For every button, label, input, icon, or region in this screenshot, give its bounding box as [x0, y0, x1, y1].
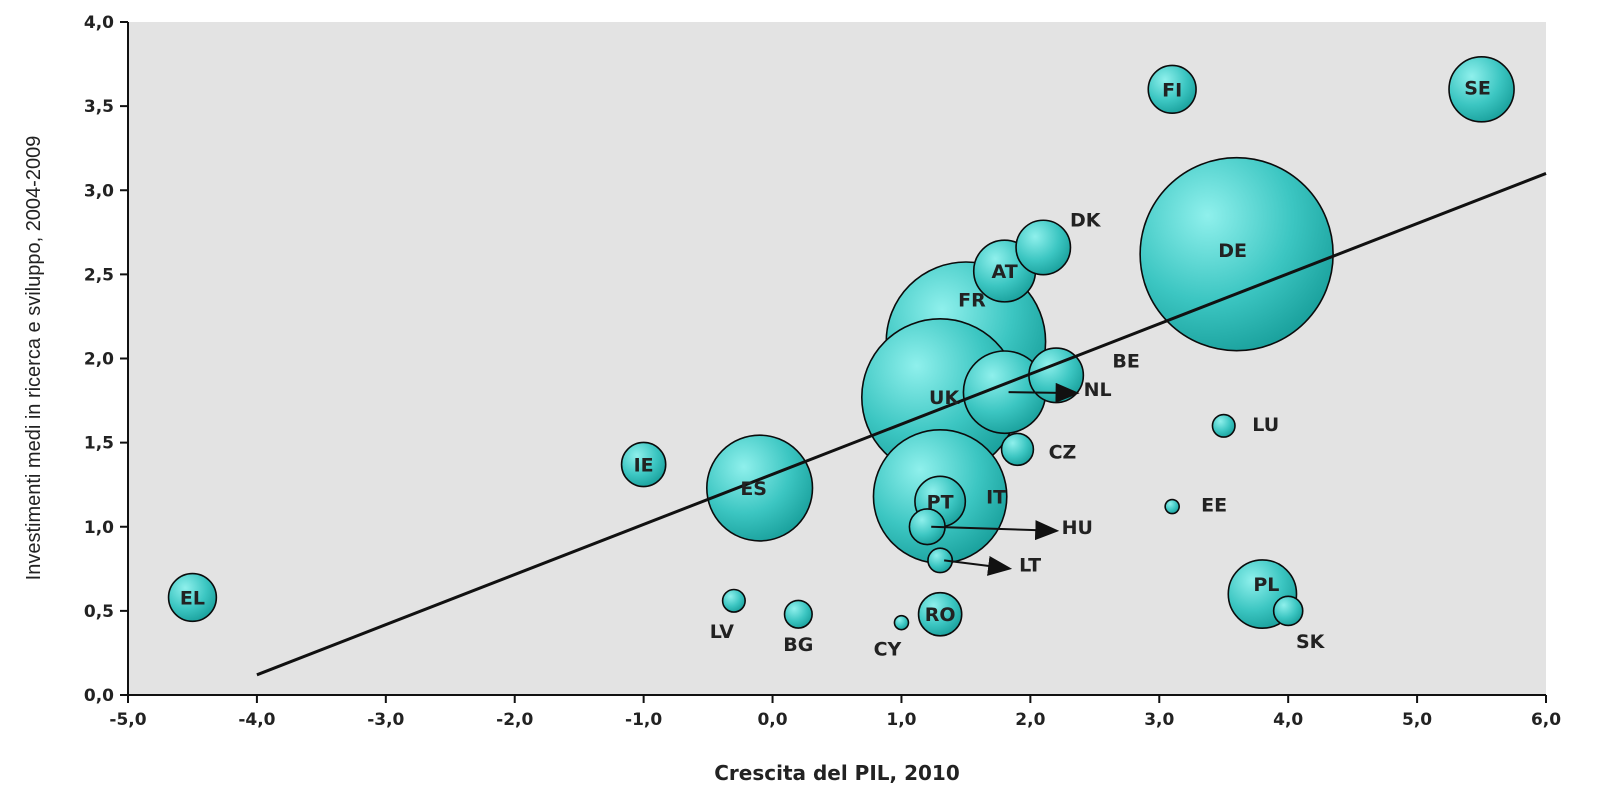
bubble-label-ee: EE: [1201, 495, 1227, 517]
bubble-label-pt: PT: [927, 492, 954, 514]
x-tick-label: 6,0: [1531, 710, 1561, 730]
x-axis-title: Crescita del PIL, 2010: [714, 761, 960, 785]
y-axis-ticks: 0,0 0,5 1,0 1,5 2,0 2,5 3,0 3,5 4,0: [84, 13, 128, 706]
bubble-label-it: IT: [986, 486, 1006, 508]
x-tick-label: -3,0: [367, 710, 404, 730]
bubble-label-ie: IE: [634, 454, 654, 476]
y-tick-label: 0,5: [84, 602, 114, 622]
bubble-label-dk: DK: [1070, 209, 1102, 231]
bubble-ro: [917, 591, 963, 637]
bubble-fi: [1147, 64, 1197, 115]
y-tick-label: 1,5: [84, 434, 114, 454]
bubble-de: [1139, 156, 1334, 352]
bubble-el: [167, 572, 218, 623]
bubble-cz: [1000, 432, 1035, 467]
x-tick-label: 3,0: [1144, 710, 1174, 730]
x-tick-label: -2,0: [496, 710, 533, 730]
bubble-label-cy: CY: [874, 639, 902, 661]
bubble-lu: [1211, 413, 1236, 438]
bubble-label-nl: NL: [1084, 379, 1112, 401]
bubble-label-bg: BG: [783, 634, 813, 656]
bubble-label-fi: FI: [1162, 79, 1182, 101]
y-axis-title: Investimenti medi in ricerca e sviluppo,…: [23, 136, 45, 581]
bubble-label-lv: LV: [710, 621, 734, 643]
x-tick-label: -4,0: [238, 710, 275, 730]
x-tick-label: -5,0: [109, 710, 146, 730]
bubble-dk: [1015, 219, 1072, 276]
bubble-label-hu: HU: [1062, 517, 1093, 539]
y-tick-label: 1,0: [84, 518, 114, 538]
x-tick-label: 2,0: [1015, 710, 1045, 730]
x-tick-label: 4,0: [1273, 710, 1303, 730]
bubble-cy: [893, 614, 910, 631]
bubble-layer: [167, 55, 1515, 637]
bubble-bg: [783, 599, 813, 629]
bubble-label-se: SE: [1464, 77, 1491, 99]
x-axis-ticks: -5,0 -4,0 -3,0 -2,0 -1,0 0,0 1,0 2,0 3,0 4,0 5,0 6,…: [109, 695, 1561, 730]
bubble-lv: [721, 588, 746, 613]
arrow-lt: [944, 555, 1013, 576]
bubble-label-lu: LU: [1252, 414, 1279, 436]
bubble-label-de: DE: [1218, 240, 1247, 262]
bubble-label-es: ES: [740, 478, 767, 500]
bubble-label-uk: UK: [929, 387, 960, 409]
trendline: [256, 172, 1547, 677]
bubble-ee: [1164, 498, 1180, 515]
y-tick-label: 2,5: [84, 265, 114, 285]
bubble-lt: [927, 547, 954, 574]
x-tick-label: 0,0: [757, 710, 787, 730]
y-tick-label: 0,0: [84, 686, 114, 706]
bubble-se: [1448, 55, 1515, 123]
bubble-label-pl: PL: [1253, 574, 1279, 596]
arrow-hu: [931, 520, 1060, 541]
plot-area: [128, 22, 1546, 695]
annotation-layer: [931, 382, 1080, 576]
y-tick-label: 4,0: [84, 13, 114, 33]
bubble-label-at: AT: [991, 261, 1017, 283]
y-tick-label: 2,0: [84, 350, 114, 370]
x-tick-label: 1,0: [886, 710, 916, 730]
y-tick-label: 3,5: [84, 97, 114, 117]
arrow-nl: [1008, 382, 1080, 403]
x-tick-label: -1,0: [625, 710, 662, 730]
y-tick-label: 3,0: [84, 181, 114, 201]
bubble-label-be: BE: [1112, 350, 1139, 372]
bubble-label-cz: CZ: [1049, 441, 1077, 463]
bubble-label-ro: RO: [925, 604, 956, 626]
bubble-es: [706, 434, 814, 542]
bubble-label-el: EL: [180, 587, 205, 609]
bubble-sk: [1272, 595, 1304, 627]
bubble-ie: [620, 441, 667, 488]
bubble-label-lt: LT: [1019, 554, 1041, 576]
x-tick-label: 5,0: [1402, 710, 1432, 730]
bubble-label-sk: SK: [1296, 631, 1326, 653]
bubble-label-fr: FR: [958, 290, 986, 312]
